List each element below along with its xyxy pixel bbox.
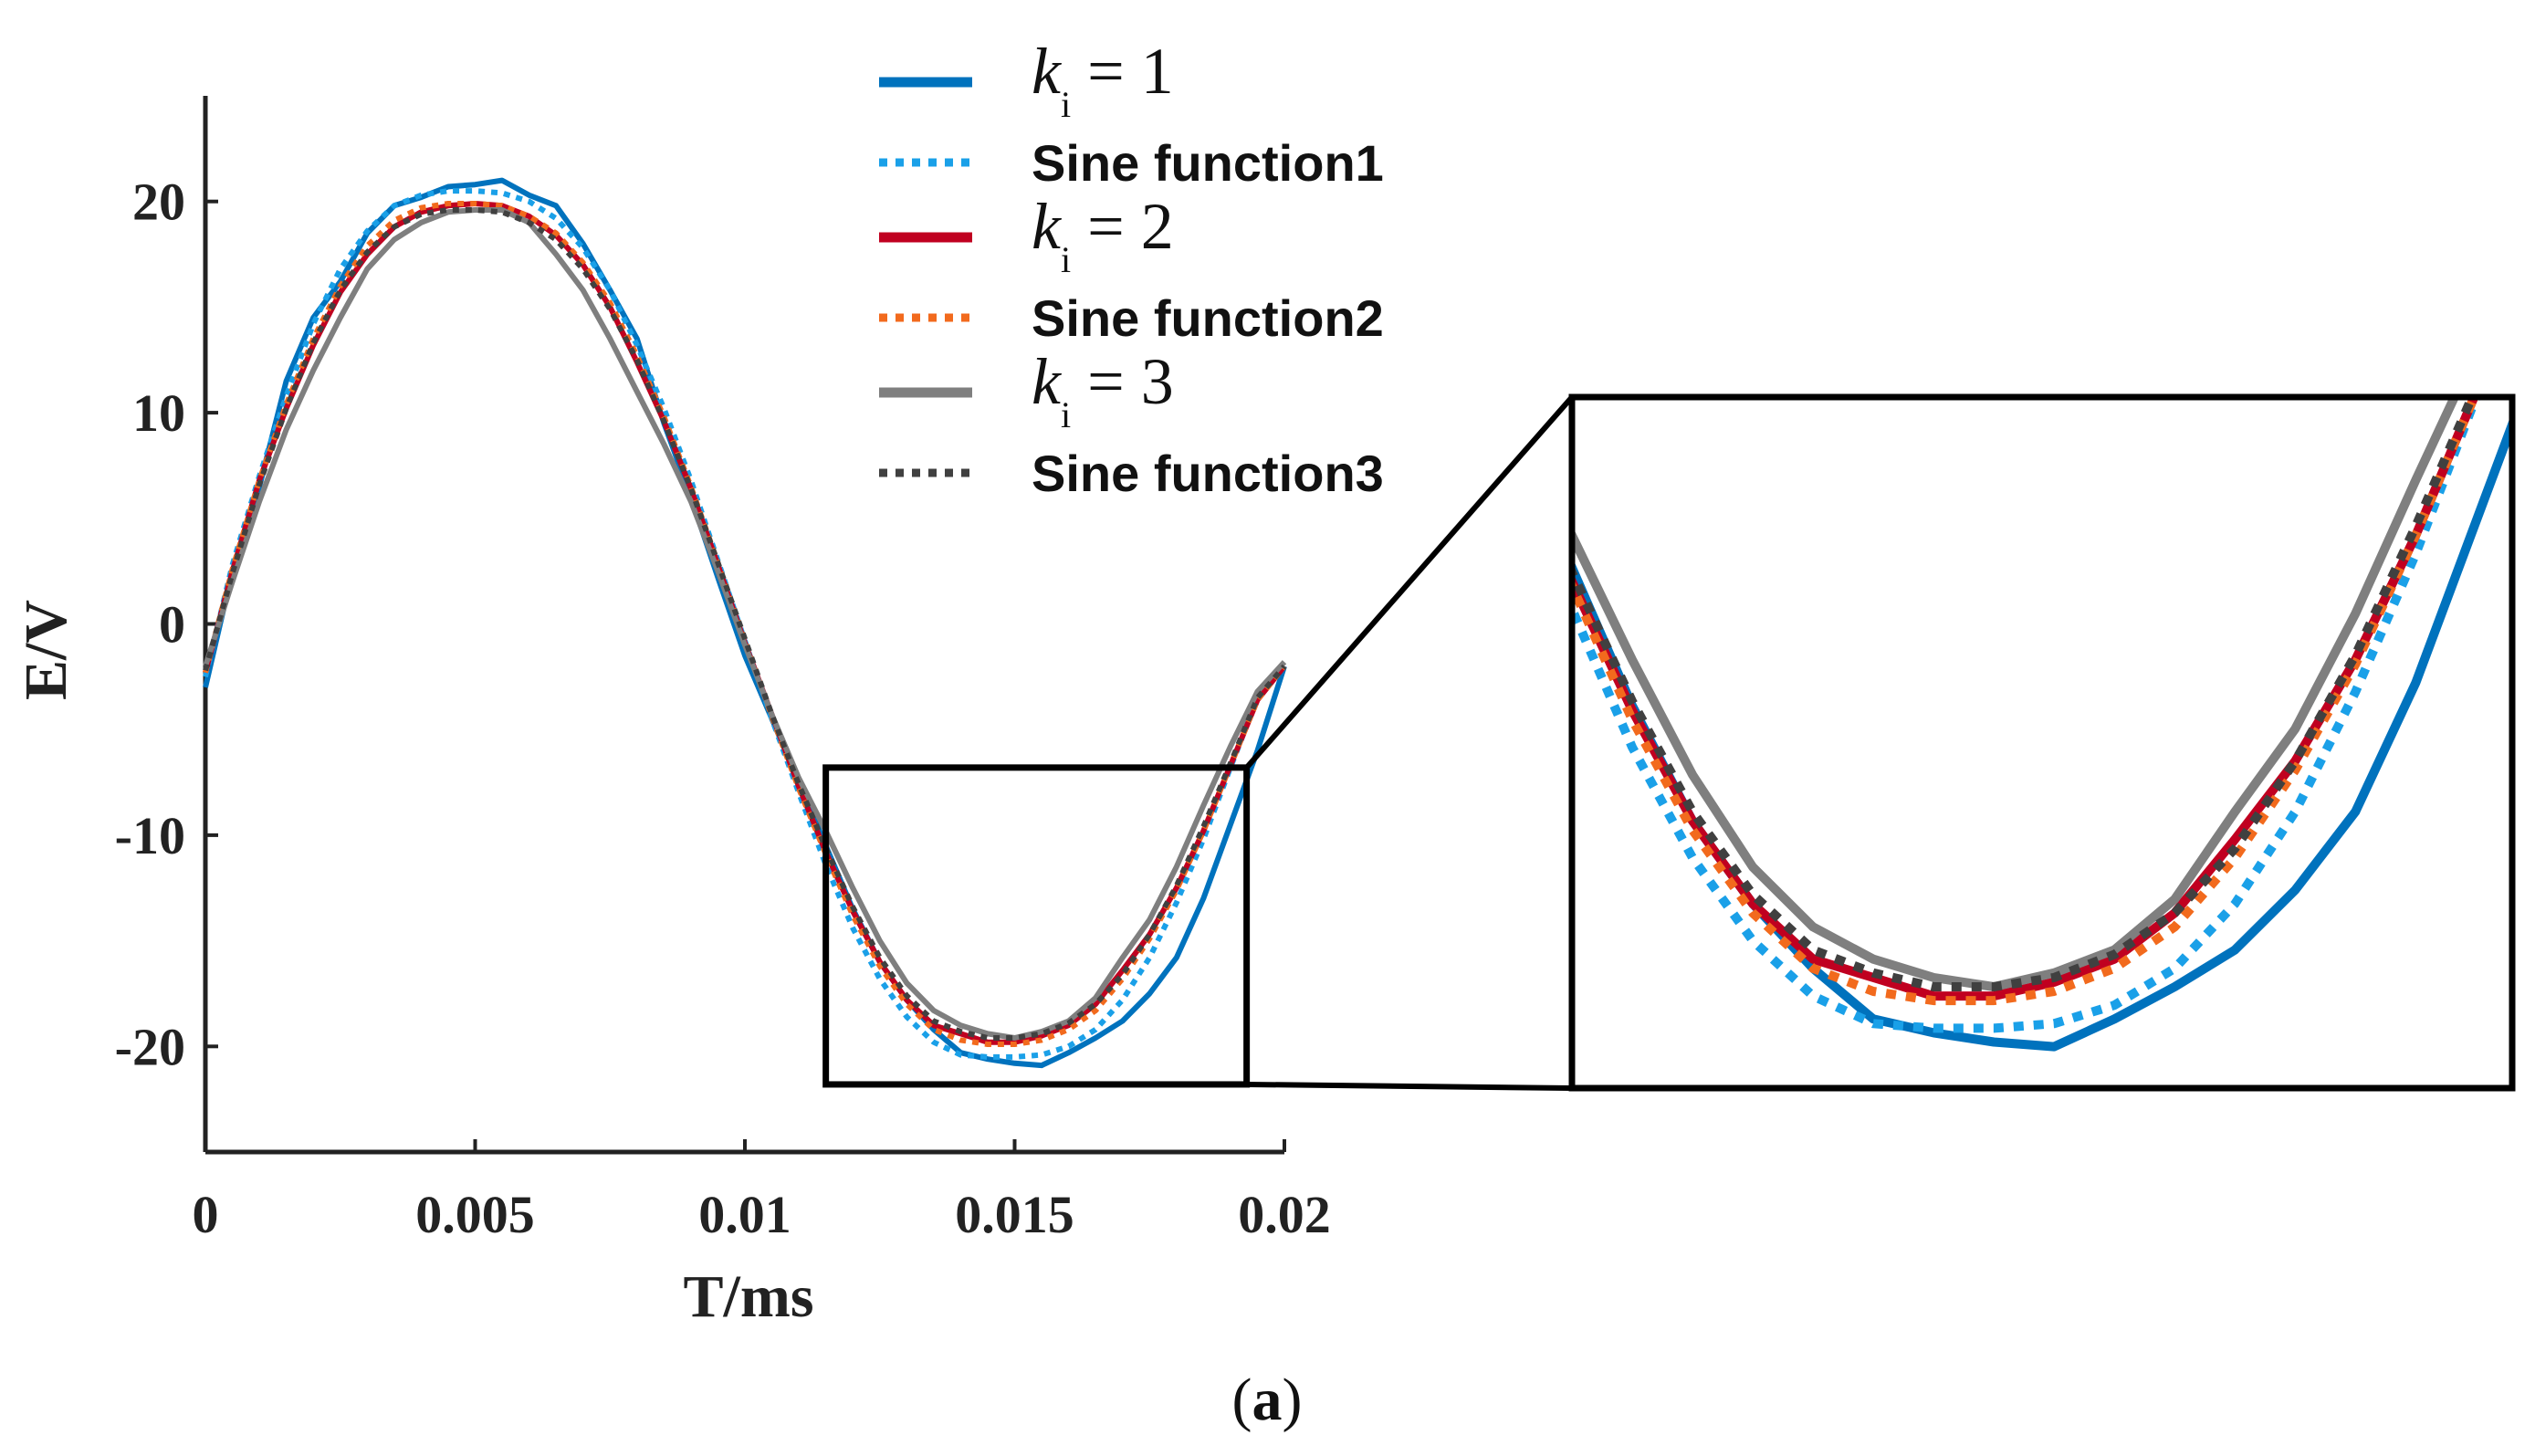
legend-label: Sine function1: [1032, 134, 1384, 192]
legend-label: Sine function3: [1032, 445, 1384, 502]
x-ticks: 0 0.005 0.01 0.015 0.02: [193, 1139, 1331, 1244]
legend-eq: = 3: [1087, 345, 1174, 418]
x-tick-label: 0.005: [415, 1185, 535, 1244]
legend-label: ki = 2: [1032, 190, 1174, 280]
series-line-k-i-3: [203, 207, 1287, 1041]
zoom-series-line-sine-function1: [1572, 397, 2481, 1033]
x-tick-label: 0.01: [698, 1185, 791, 1244]
caption-open: (: [1232, 1367, 1252, 1433]
caption-letter: a: [1252, 1367, 1283, 1433]
zoom-connector-top: [1244, 395, 1575, 770]
x-axis-title: T/ms: [683, 1263, 813, 1330]
zoom-source-rect: [822, 764, 1251, 1088]
series-line-sine-function2: [203, 201, 1287, 1047]
zoom-series-line-k-i-2: [1572, 397, 2479, 1001]
y-tick-label: 10: [132, 383, 185, 443]
legend-var: k: [1032, 35, 1063, 108]
legend-sub: i: [1061, 239, 1071, 280]
x-tick-label: 0: [193, 1185, 219, 1244]
legend-var: k: [1032, 345, 1063, 418]
zoom-series-line-sine-function3: [1572, 397, 2477, 991]
x-tick-label: 0.02: [1238, 1185, 1331, 1244]
zoom-inset-series: [1572, 397, 2512, 1052]
zoom-series-line-k-i-3: [1572, 397, 2460, 991]
legend-label: ki = 1: [1032, 35, 1174, 125]
figure-caption: (a): [1232, 1367, 1303, 1433]
y-tick-label: -10: [115, 806, 185, 865]
legend-eq: = 2: [1087, 190, 1174, 263]
y-tick-label: 0: [159, 595, 185, 655]
legend-var: k: [1032, 190, 1063, 263]
y-tick-label: -20: [115, 1017, 185, 1076]
series-line-sine-function3: [203, 207, 1287, 1041]
legend-label: Sine function2: [1032, 289, 1384, 347]
legend-sub: i: [1061, 84, 1071, 125]
y-axis-title: E/V: [13, 600, 79, 700]
legend-eq: = 1: [1087, 35, 1174, 108]
y-tick-label: 20: [132, 173, 185, 232]
zoom-inset-frame: [1568, 393, 2516, 1092]
zoom-series-line-k-i-1: [1572, 411, 2512, 1052]
y-ticks: 20 10 0 -10 -20: [115, 173, 218, 1076]
caption-close: ): [1283, 1367, 1303, 1433]
zoom-connector-bottom: [1246, 1081, 1573, 1091]
legend-sub: i: [1061, 394, 1071, 435]
x-tick-label: 0.015: [955, 1185, 1074, 1244]
legend-label: ki = 3: [1032, 345, 1174, 435]
main-plot-series: [203, 177, 1287, 1069]
